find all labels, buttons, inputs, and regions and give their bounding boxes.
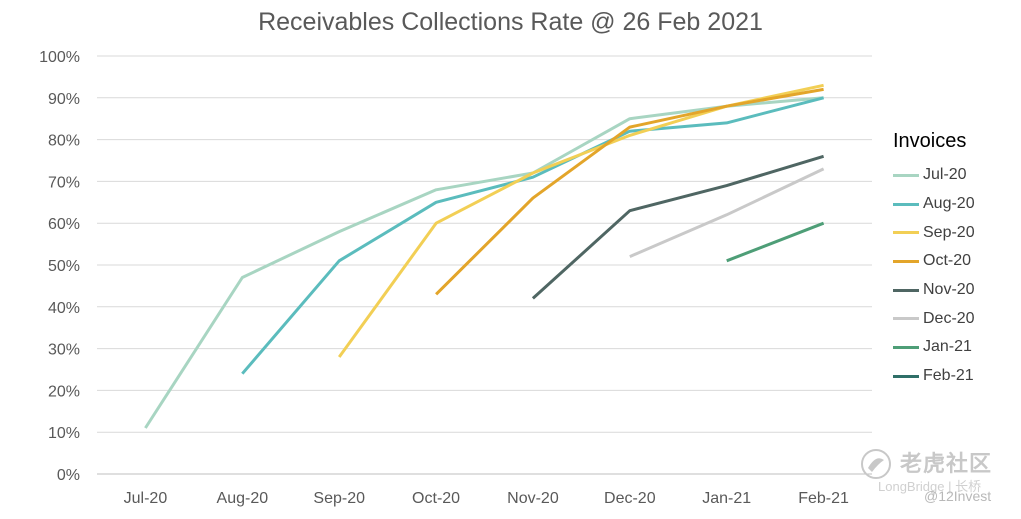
watermark-brand: LongBridge | 长桥 — [878, 479, 982, 494]
y-tick-label: 30% — [48, 342, 80, 359]
x-tick-label: Sep-20 — [313, 490, 365, 507]
x-tick-label: Oct-20 — [412, 490, 460, 507]
watermark-logo-text: 老虎社区 — [900, 451, 993, 476]
legend-item-sep-20: Sep-20 — [893, 218, 975, 247]
x-tick-label: Jul-20 — [124, 490, 168, 507]
watermark-handle: @12Invest — [924, 488, 992, 504]
legend: Invoices Jul-20 Aug-20 Sep-20 Oct-20 Nov-20 D… — [893, 130, 975, 391]
series-line-dec-20 — [629, 167, 825, 258]
legend-swatch — [893, 288, 919, 292]
legend-item-feb-21: Feb-21 — [893, 362, 975, 391]
legend-item-oct-20: Oct-20 — [893, 247, 975, 276]
x-tick-label: Jan-21 — [702, 490, 751, 507]
y-tick-label: 20% — [48, 383, 80, 400]
y-axis-tick-labels: 0% 10% 20% 30% 40% 50% 60% 70% 80% 90% 100% — [39, 49, 80, 484]
legend-item-jul-20: Jul-20 — [893, 161, 975, 190]
legend-swatch — [893, 317, 919, 321]
legend-swatch — [893, 259, 919, 263]
legend-swatch — [893, 231, 919, 235]
legend-swatch — [893, 345, 919, 349]
x-tick-label: Dec-20 — [604, 490, 656, 507]
legend-items: Jul-20 Aug-20 Sep-20 Oct-20 Nov-20 Dec-20 Jan-… — [893, 161, 975, 391]
legend-item-jan-21: Jan-21 — [893, 333, 975, 362]
legend-label: Jul-20 — [923, 166, 967, 184]
tiger-logo-icon — [861, 449, 891, 479]
series-line-jul-20 — [144, 96, 824, 429]
legend-swatch — [893, 202, 919, 206]
series-line-aug-20 — [241, 96, 824, 375]
legend-swatch — [893, 173, 919, 177]
legend-label: Feb-21 — [923, 367, 974, 385]
series-line-jan-21 — [726, 221, 825, 263]
y-tick-label: 60% — [48, 216, 80, 233]
series-line-nov-20 — [531, 154, 825, 300]
x-axis-tick-labels: Jul-20 Aug-20 Sep-20 Oct-20 Nov-20 Dec-20 Jan-… — [124, 490, 849, 507]
legend-title: Invoices — [893, 130, 967, 152]
series-lines — [144, 83, 825, 429]
gridlines — [97, 55, 872, 475]
x-tick-label: Nov-20 — [507, 490, 559, 507]
legend-item-aug-20: Aug-20 — [893, 190, 975, 219]
legend-label: Dec-20 — [923, 309, 975, 327]
y-tick-label: 0% — [57, 467, 80, 484]
legend-item-nov-20: Nov-20 — [893, 276, 975, 305]
chart-title: Receivables Collections Rate @ 26 Feb 20… — [258, 8, 763, 36]
series-line-sep-20 — [337, 83, 824, 358]
y-tick-label: 10% — [48, 425, 80, 442]
x-tick-label: Feb-21 — [798, 490, 849, 507]
y-tick-label: 50% — [48, 258, 80, 275]
legend-label: Nov-20 — [923, 281, 975, 299]
x-tick-label: Aug-20 — [217, 490, 269, 507]
series-line-oct-20 — [435, 87, 824, 296]
legend-label: Sep-20 — [923, 223, 975, 241]
watermark: 老虎社区 LongBridge | 长桥 @12Invest — [858, 446, 1018, 516]
legend-label: Jan-21 — [923, 338, 972, 356]
legend-item-dec-20: Dec-20 — [893, 304, 975, 333]
legend-label: Aug-20 — [923, 195, 975, 213]
y-tick-label: 90% — [48, 91, 80, 108]
legend-label: Oct-20 — [923, 252, 972, 270]
legend-swatch — [893, 374, 919, 378]
y-tick-label: 40% — [48, 300, 80, 317]
y-tick-label: 80% — [48, 133, 80, 150]
y-tick-label: 70% — [48, 174, 80, 191]
y-tick-label: 100% — [39, 49, 80, 66]
